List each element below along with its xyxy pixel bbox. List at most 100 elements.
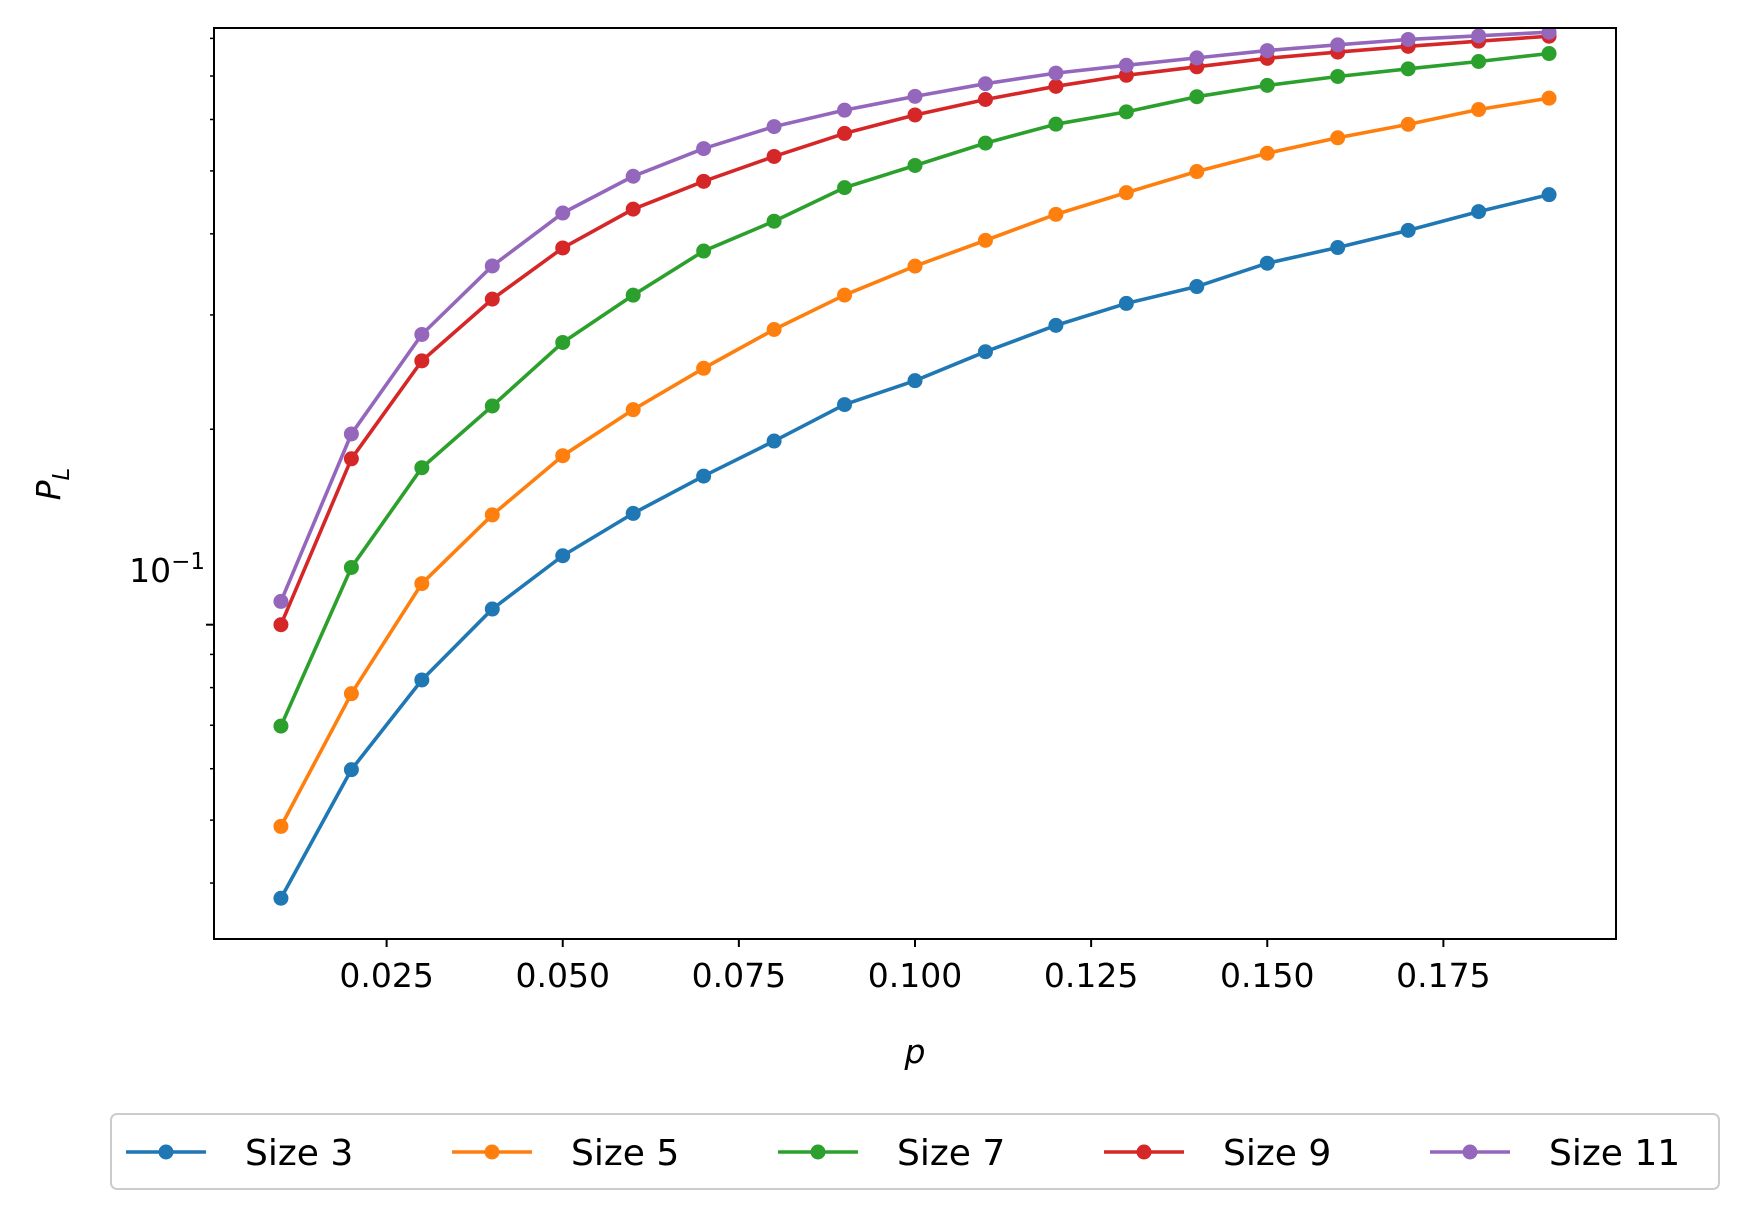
data-point <box>907 107 923 123</box>
data-point <box>1471 54 1487 70</box>
data-point <box>484 258 500 274</box>
data-point <box>1048 317 1064 333</box>
data-point <box>1118 295 1134 311</box>
data-point <box>766 321 782 337</box>
y-axis-label: PL <box>29 468 75 501</box>
data-point <box>273 593 289 609</box>
data-point <box>484 291 500 307</box>
series-size-7 <box>273 46 1557 734</box>
data-point <box>977 135 993 151</box>
legend-marker <box>810 1144 826 1160</box>
data-point <box>837 180 853 196</box>
x-tick-label: 0.175 <box>1396 956 1490 995</box>
data-point <box>907 88 923 104</box>
data-point <box>977 232 993 248</box>
data-point <box>1471 28 1487 44</box>
data-point <box>1189 50 1205 66</box>
x-tick-label: 0.100 <box>868 956 962 995</box>
data-point <box>907 373 923 389</box>
data-point <box>1330 130 1346 146</box>
legend: Size 3 Size 5 Size 7 Size 9 Size 11 <box>110 1113 1720 1190</box>
data-point <box>343 451 359 467</box>
data-point <box>1541 90 1557 106</box>
data-point <box>1259 145 1275 161</box>
x-tick-label: 0.150 <box>1220 956 1314 995</box>
legend-marker <box>484 1144 500 1160</box>
data-point <box>414 353 430 369</box>
legend-item: Size 9 <box>1104 1133 1331 1174</box>
axes-frame <box>213 27 1617 940</box>
data-point <box>625 402 641 418</box>
data-point <box>1048 78 1064 94</box>
legend-label: Size 3 <box>245 1133 353 1174</box>
data-point <box>766 148 782 164</box>
legend-box <box>110 1113 1720 1190</box>
data-point <box>414 576 430 592</box>
data-point <box>1400 222 1416 238</box>
y-tick-label: 10−1 <box>129 549 205 590</box>
data-point <box>907 157 923 173</box>
data-point <box>273 718 289 734</box>
x-tick-label: 0.025 <box>339 956 433 995</box>
data-point <box>1259 43 1275 59</box>
series-size-3 <box>273 187 1557 906</box>
data-point <box>837 397 853 413</box>
x-tick-label: 0.050 <box>515 956 609 995</box>
data-point <box>1330 240 1346 256</box>
data-point <box>555 548 571 564</box>
series-size-11 <box>273 28 1557 609</box>
legend-item: Size 11 <box>1430 1133 1680 1174</box>
data-point <box>1189 164 1205 180</box>
data-point <box>484 398 500 414</box>
data-point <box>414 672 430 688</box>
data-point <box>1400 116 1416 132</box>
data-point <box>1541 28 1557 40</box>
data-point <box>273 617 289 633</box>
legend-item: Size 7 <box>778 1133 1005 1174</box>
data-point <box>766 433 782 449</box>
data-point <box>414 326 430 342</box>
data-point <box>343 559 359 575</box>
legend-marker <box>1136 1144 1152 1160</box>
data-point <box>1400 31 1416 47</box>
data-point <box>343 762 359 778</box>
data-point <box>977 91 993 107</box>
data-point <box>696 360 712 376</box>
data-point <box>625 168 641 184</box>
x-axis-label: p <box>904 1032 926 1071</box>
data-point <box>555 240 571 256</box>
data-point <box>696 173 712 189</box>
data-point <box>273 890 289 906</box>
legend-label: Size 5 <box>571 1133 679 1174</box>
axis-ticks: 0.025 0.050 0.075 0.100 0.125 0.150 0.175 <box>206 37 1491 995</box>
data-point <box>273 818 289 834</box>
data-point <box>555 448 571 464</box>
data-point <box>1189 279 1205 295</box>
data-point <box>1541 46 1557 62</box>
x-tick-label: 0.125 <box>1044 956 1138 995</box>
data-point <box>1259 77 1275 93</box>
data-point <box>343 686 359 702</box>
legend-marker <box>158 1144 174 1160</box>
data-point <box>696 141 712 157</box>
x-tick-label: 0.075 <box>692 956 786 995</box>
data-point <box>1118 104 1134 120</box>
data-point <box>1471 204 1487 220</box>
legend-label: Size 11 <box>1549 1133 1680 1174</box>
data-point <box>977 76 993 92</box>
data-point <box>837 125 853 141</box>
legend-items: Size 3 Size 5 Size 7 Size 9 Size 11 <box>126 1133 1680 1174</box>
legend-label: Size 7 <box>897 1133 1005 1174</box>
data-point <box>977 344 993 360</box>
data-point <box>1330 37 1346 53</box>
data-point <box>625 287 641 303</box>
data-point <box>1259 255 1275 271</box>
series-size-5 <box>273 90 1557 834</box>
data-point <box>414 460 430 476</box>
data-point <box>1118 185 1134 201</box>
data-point <box>343 426 359 442</box>
data-point <box>1471 102 1487 118</box>
legend-marker <box>1462 1144 1478 1160</box>
